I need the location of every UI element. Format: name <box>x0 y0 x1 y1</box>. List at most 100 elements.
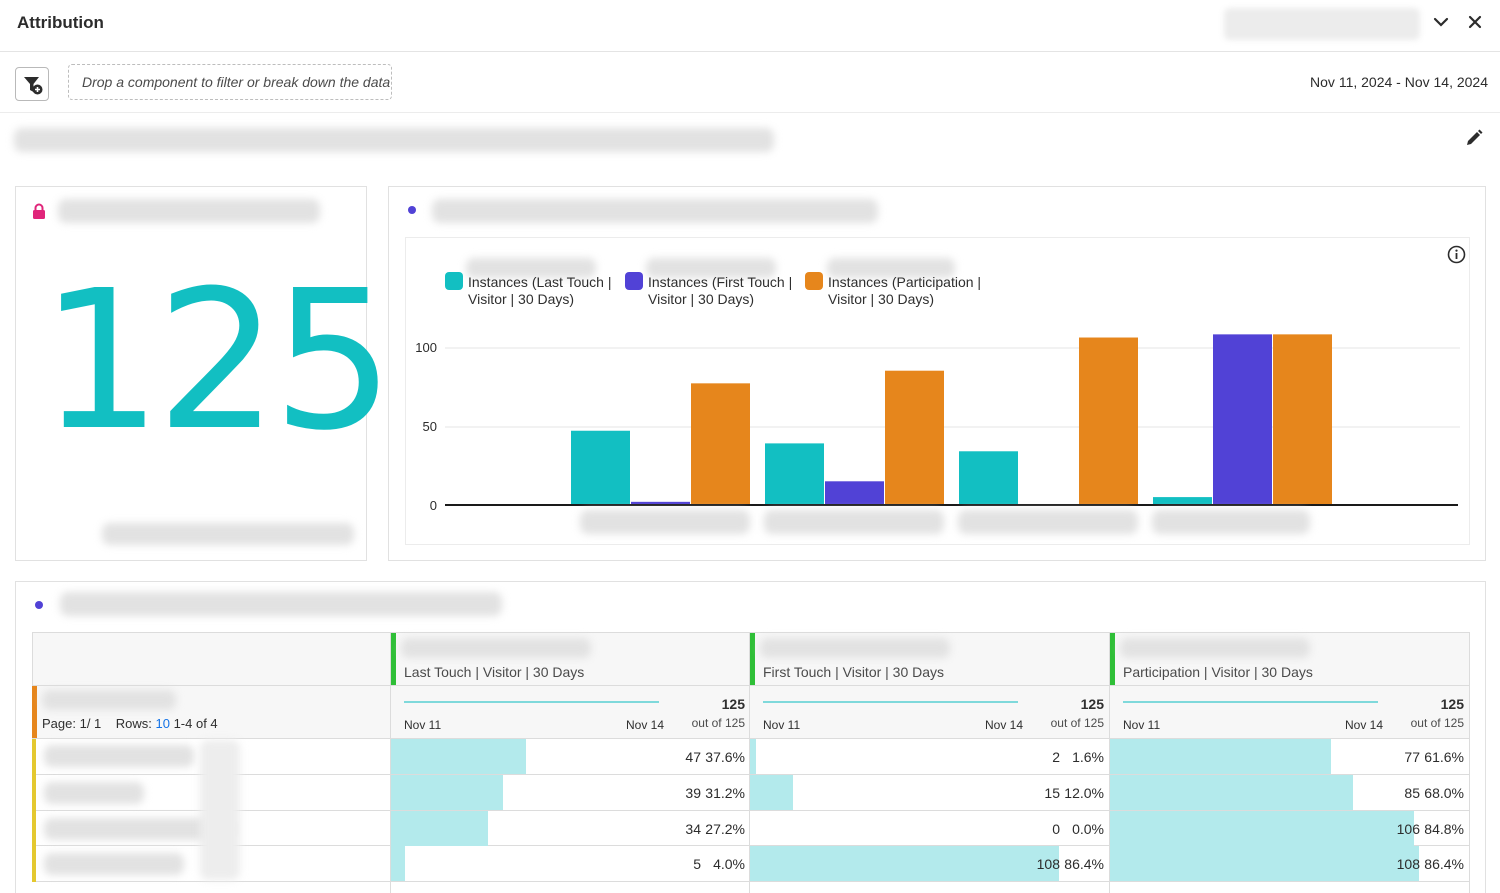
divider <box>32 774 1470 775</box>
bar-participation[interactable] <box>885 370 944 505</box>
bar-first-touch[interactable] <box>631 501 690 505</box>
cell-value[interactable]: 47 <box>685 749 701 765</box>
legend-swatch-first-touch <box>625 272 643 290</box>
row-label[interactable] <box>44 745 194 767</box>
cell-percent: 68.0% <box>1424 785 1464 801</box>
cell-percent: 0.0% <box>1072 821 1104 837</box>
cell-value[interactable]: 0 <box>1052 821 1060 837</box>
summary-title <box>58 199 320 223</box>
percent-bar <box>750 775 793 810</box>
cell-value[interactable]: 2 <box>1052 749 1060 765</box>
pagination: Page: 1/ 1 Rows: 10 1-4 of 4 <box>42 716 218 731</box>
bar-last-touch[interactable] <box>571 430 630 505</box>
row-label[interactable] <box>44 818 234 840</box>
percent-bar <box>1110 811 1414 846</box>
x-label-blurred <box>580 510 750 534</box>
divider <box>32 881 1470 882</box>
chart-area <box>405 237 1470 545</box>
bar-participation[interactable] <box>1079 337 1138 505</box>
trend-sparkline <box>763 701 1018 703</box>
summary-footnote <box>102 523 354 545</box>
legend-swatch-last-touch <box>445 272 463 290</box>
cell-value[interactable]: 85 <box>1404 785 1420 801</box>
cell-percent: 27.2% <box>705 821 745 837</box>
row-label[interactable] <box>44 782 144 804</box>
cell-value[interactable]: 77 <box>1404 749 1420 765</box>
column-drag-handle[interactable] <box>391 633 396 685</box>
trend-sparkline <box>1123 701 1378 703</box>
cell-value[interactable]: 108 <box>1396 856 1420 872</box>
legend-swatch-participation <box>805 272 823 290</box>
rows-per-page-select[interactable]: 10 <box>155 716 170 731</box>
info-icon[interactable] <box>1447 245 1466 269</box>
panel-selector[interactable] <box>1224 8 1420 40</box>
date-end: Nov 14 <box>985 718 1024 732</box>
panel-header: Attribution <box>0 0 1500 52</box>
chevron-down-icon[interactable] <box>1431 13 1451 35</box>
cell-value[interactable]: 39 <box>685 785 701 801</box>
date-start: Nov 11 <box>1123 718 1161 732</box>
page-indicator: Page: 1/ 1 <box>42 716 102 731</box>
column-title[interactable]: Last Touch | Visitor | 30 Days <box>404 664 585 680</box>
y-tick-label: 0 <box>430 498 437 513</box>
legend-label-first-touch[interactable]: Instances (First Touch | Visitor | 30 Da… <box>648 274 792 308</box>
cell-percent: 86.4% <box>1064 856 1104 872</box>
cell-percent: 4.0% <box>713 856 745 872</box>
bar-chart: 100 50 0 <box>415 334 1460 513</box>
cell-value[interactable]: 15 <box>1044 785 1060 801</box>
bar-participation[interactable] <box>691 383 750 505</box>
filter-bar: Drop a component to filter or break down… <box>0 53 1500 113</box>
column-drag-handle[interactable] <box>1110 633 1115 685</box>
percent-bar <box>1110 846 1419 881</box>
column-segment-name <box>1120 638 1310 658</box>
column-drag-handle[interactable] <box>750 633 755 685</box>
column-total: 125 <box>1080 696 1104 712</box>
percent-bar <box>391 811 488 846</box>
lock-icon <box>32 203 46 224</box>
divider <box>1469 632 1470 893</box>
bar-last-touch[interactable] <box>1153 497 1212 505</box>
drop-zone[interactable]: Drop a component to filter or break down… <box>68 64 392 100</box>
legend-label-participation[interactable]: Instances (Participation | Visitor | 30 … <box>828 274 981 308</box>
summary-value: 125 <box>40 250 394 473</box>
bar-participation[interactable] <box>1273 334 1332 505</box>
percent-bar <box>750 739 756 774</box>
legend-line: Instances (First Touch | <box>648 274 793 290</box>
cell-percent: 86.4% <box>1424 856 1464 872</box>
divider <box>390 632 391 893</box>
cell-value[interactable]: 5 <box>693 856 701 872</box>
bar-first-touch[interactable] <box>1213 334 1272 505</box>
legend-line: Instances (Participation | <box>828 274 982 290</box>
cell-percent: 61.6% <box>1424 749 1464 765</box>
row-label-fade <box>200 740 240 880</box>
dimension-drag-handle[interactable] <box>32 686 37 738</box>
row-range: 1-4 of 4 <box>173 716 218 731</box>
close-icon[interactable] <box>1465 13 1485 35</box>
bar-first-touch[interactable] <box>825 481 884 505</box>
cell-percent: 1.6% <box>1072 749 1104 765</box>
column-segment-name <box>401 638 591 658</box>
divider <box>32 738 1470 739</box>
cell-percent: 84.8% <box>1424 821 1464 837</box>
column-title[interactable]: First Touch | Visitor | 30 Days <box>763 664 945 680</box>
filter-add-button[interactable] <box>15 67 49 101</box>
x-label-blurred <box>764 510 944 534</box>
legend-line: Instances (Last Touch | <box>468 274 612 290</box>
cell-value[interactable]: 108 <box>1036 856 1060 872</box>
cell-value[interactable]: 106 <box>1396 821 1420 837</box>
pencil-icon[interactable] <box>1464 128 1484 148</box>
bar-last-touch[interactable] <box>959 451 1018 505</box>
dimension-name <box>42 690 176 710</box>
cell-value[interactable]: 34 <box>685 821 701 837</box>
percent-bar <box>1110 739 1331 774</box>
legend-line: Visitor | 30 Days) <box>468 291 575 307</box>
row-marker <box>32 739 36 882</box>
divider <box>1109 632 1110 893</box>
legend-label-last-touch[interactable]: Instances (Last Touch | Visitor | 30 Day… <box>468 274 611 308</box>
row-label[interactable] <box>44 853 184 875</box>
column-title[interactable]: Participation | Visitor | 30 Days <box>1123 664 1313 680</box>
bar-last-touch[interactable] <box>765 443 824 505</box>
date-range[interactable]: Nov 11, 2024 - Nov 14, 2024 <box>1310 74 1488 90</box>
divider <box>32 810 1470 811</box>
divider <box>32 685 1470 686</box>
